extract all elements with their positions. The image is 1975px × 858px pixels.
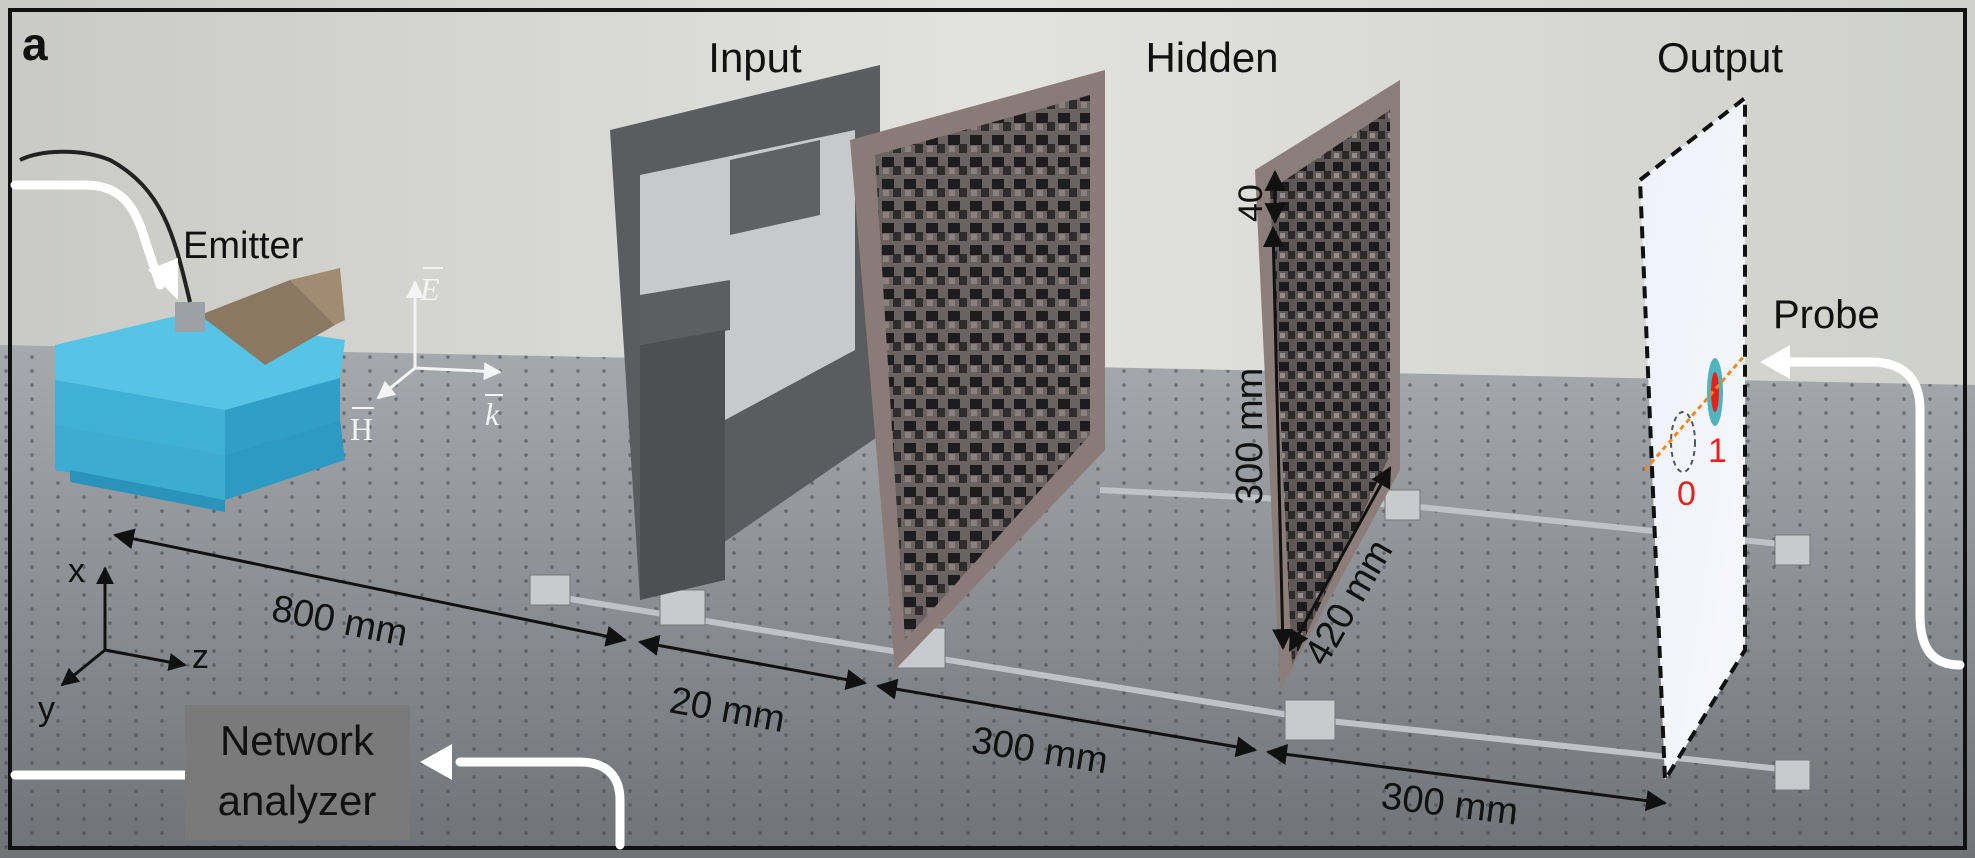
output-plane bbox=[1637, 93, 1747, 787]
field-axes bbox=[376, 280, 502, 400]
h-field-label: H bbox=[350, 411, 373, 447]
h-field-arrow bbox=[376, 366, 416, 400]
dim-label-300-height: 300 mm bbox=[1229, 368, 1271, 505]
dimension-lines bbox=[112, 169, 1668, 812]
dim-label-40: 40 bbox=[1232, 184, 1270, 222]
dim-line-300-height bbox=[1262, 225, 1294, 651]
dim-line-300-b bbox=[1265, 743, 1668, 812]
k-vector-label: k bbox=[485, 396, 500, 432]
z-axis-label: z bbox=[192, 638, 209, 676]
probe-signal-arrow bbox=[1780, 357, 1965, 670]
output-hotspot-core bbox=[1711, 372, 1719, 412]
table-holes bbox=[0, 345, 1975, 858]
network-analyzer-label-line2: analyzer bbox=[218, 777, 377, 824]
output-layer-title: Output bbox=[1657, 34, 1783, 81]
figure-frame bbox=[8, 8, 1967, 850]
y-axis-label: y bbox=[38, 690, 55, 728]
input-layer-title: Input bbox=[708, 34, 802, 81]
coordinate-axes bbox=[60, 566, 187, 687]
network-analyzer-label-line1: Network bbox=[220, 717, 375, 764]
output-marker-zero: 0 bbox=[1677, 475, 1696, 513]
signal-arrows bbox=[10, 180, 1965, 850]
first-diffractive-layer bbox=[850, 70, 1105, 670]
emitter-horn bbox=[19, 149, 345, 365]
analyzer-arrow-head bbox=[420, 744, 452, 780]
input-mask bbox=[610, 65, 880, 600]
k-vector-arrow bbox=[414, 362, 502, 381]
emitter-label: Emitter bbox=[183, 225, 304, 267]
probe-arrow-head bbox=[1760, 345, 1790, 379]
emitter-arrow-head bbox=[148, 258, 178, 300]
foam-block-stack bbox=[55, 315, 345, 512]
dim-line-20 bbox=[637, 635, 868, 690]
hidden-layer-title: Hidden bbox=[1145, 34, 1278, 81]
y-axis-arrow bbox=[60, 648, 106, 687]
analyzer-signal-arrow bbox=[455, 757, 625, 850]
dim-line-300-a bbox=[875, 678, 1258, 758]
dim-line-800 bbox=[112, 528, 628, 647]
output-marker-one: 1 bbox=[1708, 432, 1727, 470]
network-analyzer-box bbox=[185, 705, 410, 840]
dim-line-420 bbox=[1288, 466, 1392, 652]
detector-region-zero bbox=[1670, 411, 1696, 473]
e-field-label: E bbox=[419, 271, 440, 307]
emitter-signal-arrow bbox=[10, 180, 165, 290]
z-axis-arrow bbox=[104, 648, 187, 671]
probe-label: Probe bbox=[1773, 293, 1880, 337]
panel-label: a bbox=[22, 18, 48, 70]
output-dotted-line bbox=[1643, 354, 1747, 471]
x-axis-label: x bbox=[68, 552, 85, 590]
